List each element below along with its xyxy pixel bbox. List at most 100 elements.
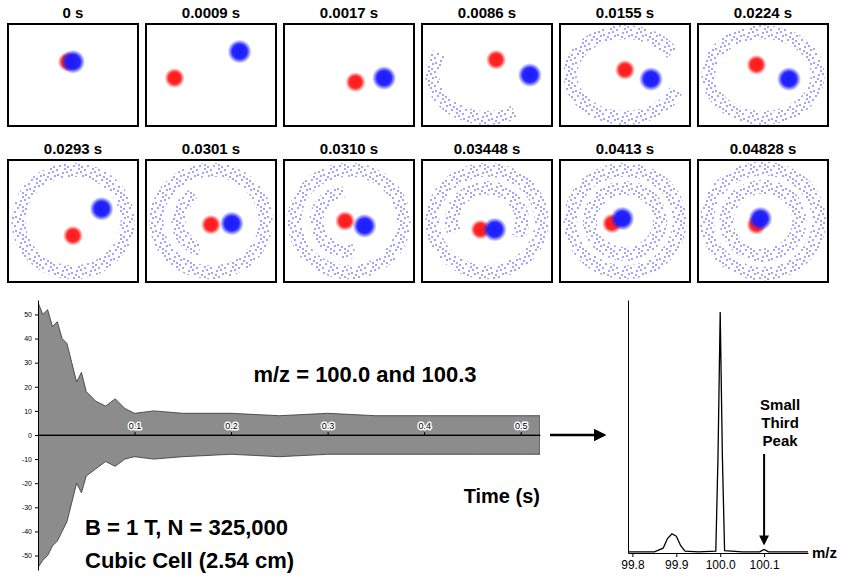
annotation: B = 1 T, N = 325,000 (85, 515, 288, 540)
plot-background (146, 160, 276, 282)
plot-background (422, 160, 552, 282)
plot-frame (146, 160, 276, 282)
plot-frame (560, 24, 690, 126)
panel: 0.03448 s (422, 140, 552, 282)
tick-mark (35, 531, 38, 532)
ion-ring (179, 195, 200, 250)
tick-mark (632, 553, 633, 557)
plot-background (284, 160, 414, 282)
tick: 0 (28, 432, 38, 439)
ion-cloud (346, 72, 366, 92)
plot-frame (284, 160, 414, 282)
plot-marks (156, 170, 265, 272)
fourier-arrow (550, 434, 604, 437)
ion-ring (432, 170, 541, 272)
plot-background (698, 160, 828, 282)
ion-cloud (615, 60, 635, 80)
tick-label: 0.2 (225, 421, 238, 431)
ion-cloud (61, 50, 85, 74)
chart-title: m/z = 100.0 and 100.3 (253, 362, 476, 387)
plot-marks (570, 32, 676, 118)
tick-label: 0 (28, 432, 32, 439)
panel: 0 s (8, 4, 138, 126)
tick-mark (328, 432, 329, 435)
panel-title: 0.0293 s (44, 140, 102, 157)
spectrum-line (628, 312, 808, 552)
annotation: SmallThirdPeak (760, 396, 800, 449)
plot-marks (707, 169, 819, 274)
tick-label: 40 (24, 335, 32, 342)
ion-cloud (353, 214, 377, 238)
tick: -20 (22, 480, 38, 487)
tick-label: -40 (22, 528, 32, 535)
plot-background (8, 24, 138, 126)
figure: 0 s0.0009 s0.0017 s0.0086 s0.0155 s0.022… (0, 0, 847, 578)
tick: 20 (24, 384, 38, 391)
tick-mark (35, 363, 38, 364)
annotation: Cubic Cell (2.54 cm) (85, 548, 294, 573)
panel-title: 0.04828 s (730, 140, 797, 157)
ion-cloud (335, 211, 355, 231)
tick-label: -20 (22, 480, 32, 487)
ion-cloud (486, 50, 506, 70)
plot-marks (165, 40, 252, 89)
panel: 0.0310 s (284, 140, 414, 282)
plot-background (8, 160, 138, 282)
tick: 10 (24, 408, 38, 415)
tick: 0.4 (418, 421, 431, 435)
signal-envelope (38, 302, 540, 435)
ion-cloud (228, 40, 252, 64)
panel-title: 0.0086 s (458, 4, 516, 21)
tick-label: 10 (24, 408, 32, 415)
tick-label: 0.3 (322, 421, 335, 431)
plot-background (698, 24, 828, 126)
ion-ring (707, 169, 819, 274)
plot-marks (294, 170, 403, 272)
x-axis: 0.1 0.2 0.3 0.4 0.5 (39, 421, 541, 436)
panel: 0.0293 s (8, 140, 138, 282)
tick-label: 100.0 (706, 558, 736, 572)
ion-cloud (63, 226, 83, 246)
tick-mark (35, 483, 38, 484)
ion-cloud (201, 215, 221, 235)
tick-label: 100.1 (750, 558, 780, 572)
x-axis-line (629, 553, 809, 554)
tick-mark (764, 553, 765, 557)
tick-mark (35, 507, 38, 508)
panel-title: 0.03448 s (454, 140, 521, 157)
tick: 30 (24, 359, 38, 366)
plot-frame (422, 160, 552, 282)
panel-title: 0.0224 s (734, 4, 792, 21)
panel: 0.0017 s (284, 4, 414, 126)
panel-title: 0.0301 s (182, 140, 240, 157)
tick-mark (35, 314, 38, 315)
plot-background (560, 160, 690, 282)
tick: 0.5 (515, 421, 528, 435)
ion-cloud (518, 63, 542, 87)
tick-label: -10 (22, 456, 32, 463)
tick: 40 (24, 335, 38, 342)
tick: -30 (22, 504, 38, 511)
transient-chart: -50-40-30-20-10010203040500.10.20.30.40.… (22, 301, 541, 574)
ion-ring (294, 170, 403, 272)
plot-background (560, 24, 690, 126)
tick-mark (135, 432, 136, 435)
panel: 0.0009 s (146, 4, 276, 126)
ion-cloud (90, 197, 114, 221)
plot-marks (432, 50, 542, 118)
tick: 0.1 (129, 421, 142, 435)
plot-marks (18, 170, 127, 272)
tick-mark (720, 553, 721, 557)
tick: 100.0 (706, 553, 736, 572)
ion-ring (570, 32, 676, 118)
plot-marks (432, 170, 541, 272)
plot-frame (146, 24, 276, 126)
ion-cloud (372, 66, 396, 90)
plot-marks (38, 302, 540, 567)
tick-label: 0.5 (515, 421, 528, 431)
panel: 0.0086 s (422, 4, 552, 126)
plot-background (146, 24, 276, 126)
tick-mark (35, 435, 38, 436)
panel-title: 0 s (63, 4, 84, 21)
x-axis-title: Time (s) (464, 485, 540, 507)
